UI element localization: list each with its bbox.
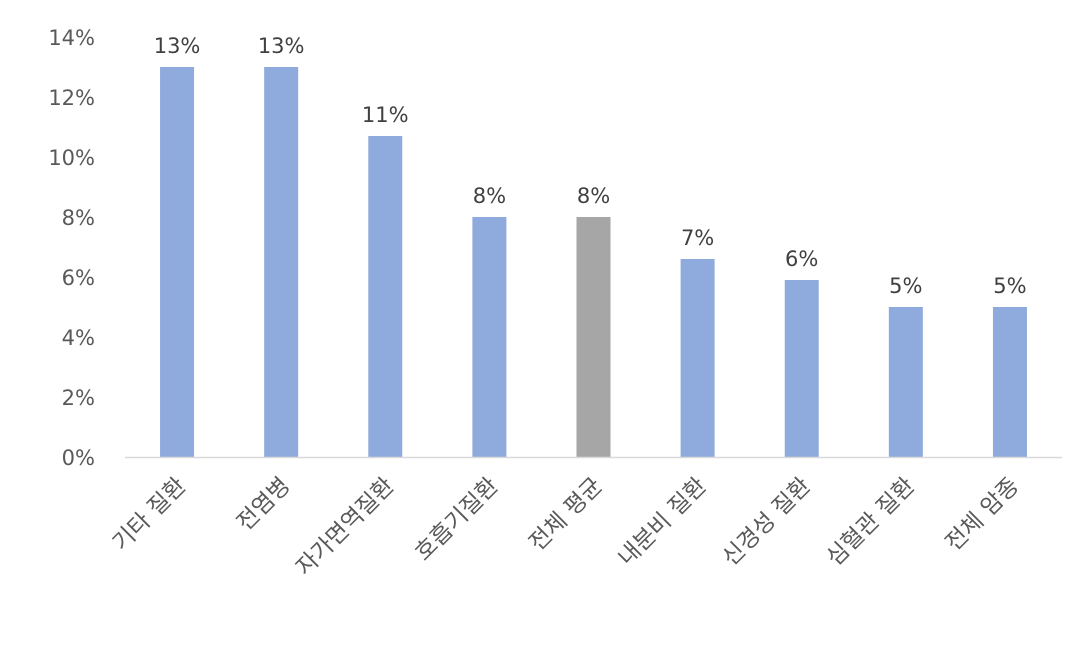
category-label: 심혈관 질환 — [822, 473, 920, 571]
bar — [576, 217, 611, 457]
bars-group — [160, 67, 1027, 457]
data-label: 8% — [577, 184, 610, 208]
bar — [680, 259, 715, 457]
y-tick-label: 2% — [62, 386, 95, 410]
data-label: 13% — [154, 34, 201, 58]
category-label: 내분비 질환 — [613, 473, 711, 571]
category-label: 호흡기질환 — [410, 473, 503, 566]
bar — [784, 280, 819, 457]
y-tick-label: 0% — [62, 446, 95, 470]
y-tick-label: 8% — [62, 206, 95, 230]
y-axis-ticks: 0% 2% 4% 6% 8% 10% 12% 14% — [48, 26, 95, 470]
data-label: 11% — [362, 103, 409, 127]
y-tick-label: 6% — [62, 266, 95, 290]
data-label: 6% — [785, 247, 818, 271]
category-label: 전체 암종 — [941, 473, 1024, 556]
y-tick-label: 4% — [62, 326, 95, 350]
data-label: 7% — [681, 226, 714, 250]
data-label: 5% — [993, 274, 1026, 298]
bar — [264, 67, 299, 457]
data-label: 8% — [473, 184, 506, 208]
data-labels-group: 13% 13% 11% 8% 8% 7% 6% 5% 5% — [154, 34, 1027, 298]
y-tick-label: 10% — [48, 146, 95, 170]
category-label: 전체 평균 — [524, 473, 607, 556]
category-label: 전염병 — [232, 473, 295, 536]
data-label: 5% — [889, 274, 922, 298]
bar — [368, 136, 403, 457]
category-label: 자가면역질환 — [291, 473, 399, 581]
category-label: 기타 질환 — [108, 473, 191, 556]
y-tick-label: 12% — [48, 86, 95, 110]
bar — [888, 307, 923, 457]
bar — [472, 217, 507, 457]
data-label: 13% — [258, 34, 305, 58]
y-tick-label: 14% — [48, 26, 95, 50]
bar — [992, 307, 1027, 457]
bar — [160, 67, 195, 457]
category-label: 신경성 질환 — [718, 473, 816, 571]
